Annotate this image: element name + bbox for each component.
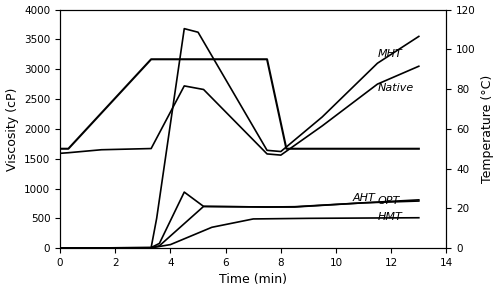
X-axis label: Time (min): Time (min) [220,273,287,286]
Y-axis label: Temperature (°C): Temperature (°C) [482,75,494,183]
Text: Native: Native [378,83,414,93]
Text: AHT: AHT [352,193,376,203]
Text: OPT: OPT [378,196,400,206]
Text: HMT: HMT [378,211,402,222]
Text: MHT: MHT [378,49,402,59]
Y-axis label: Viscosity (cP): Viscosity (cP) [6,87,18,171]
